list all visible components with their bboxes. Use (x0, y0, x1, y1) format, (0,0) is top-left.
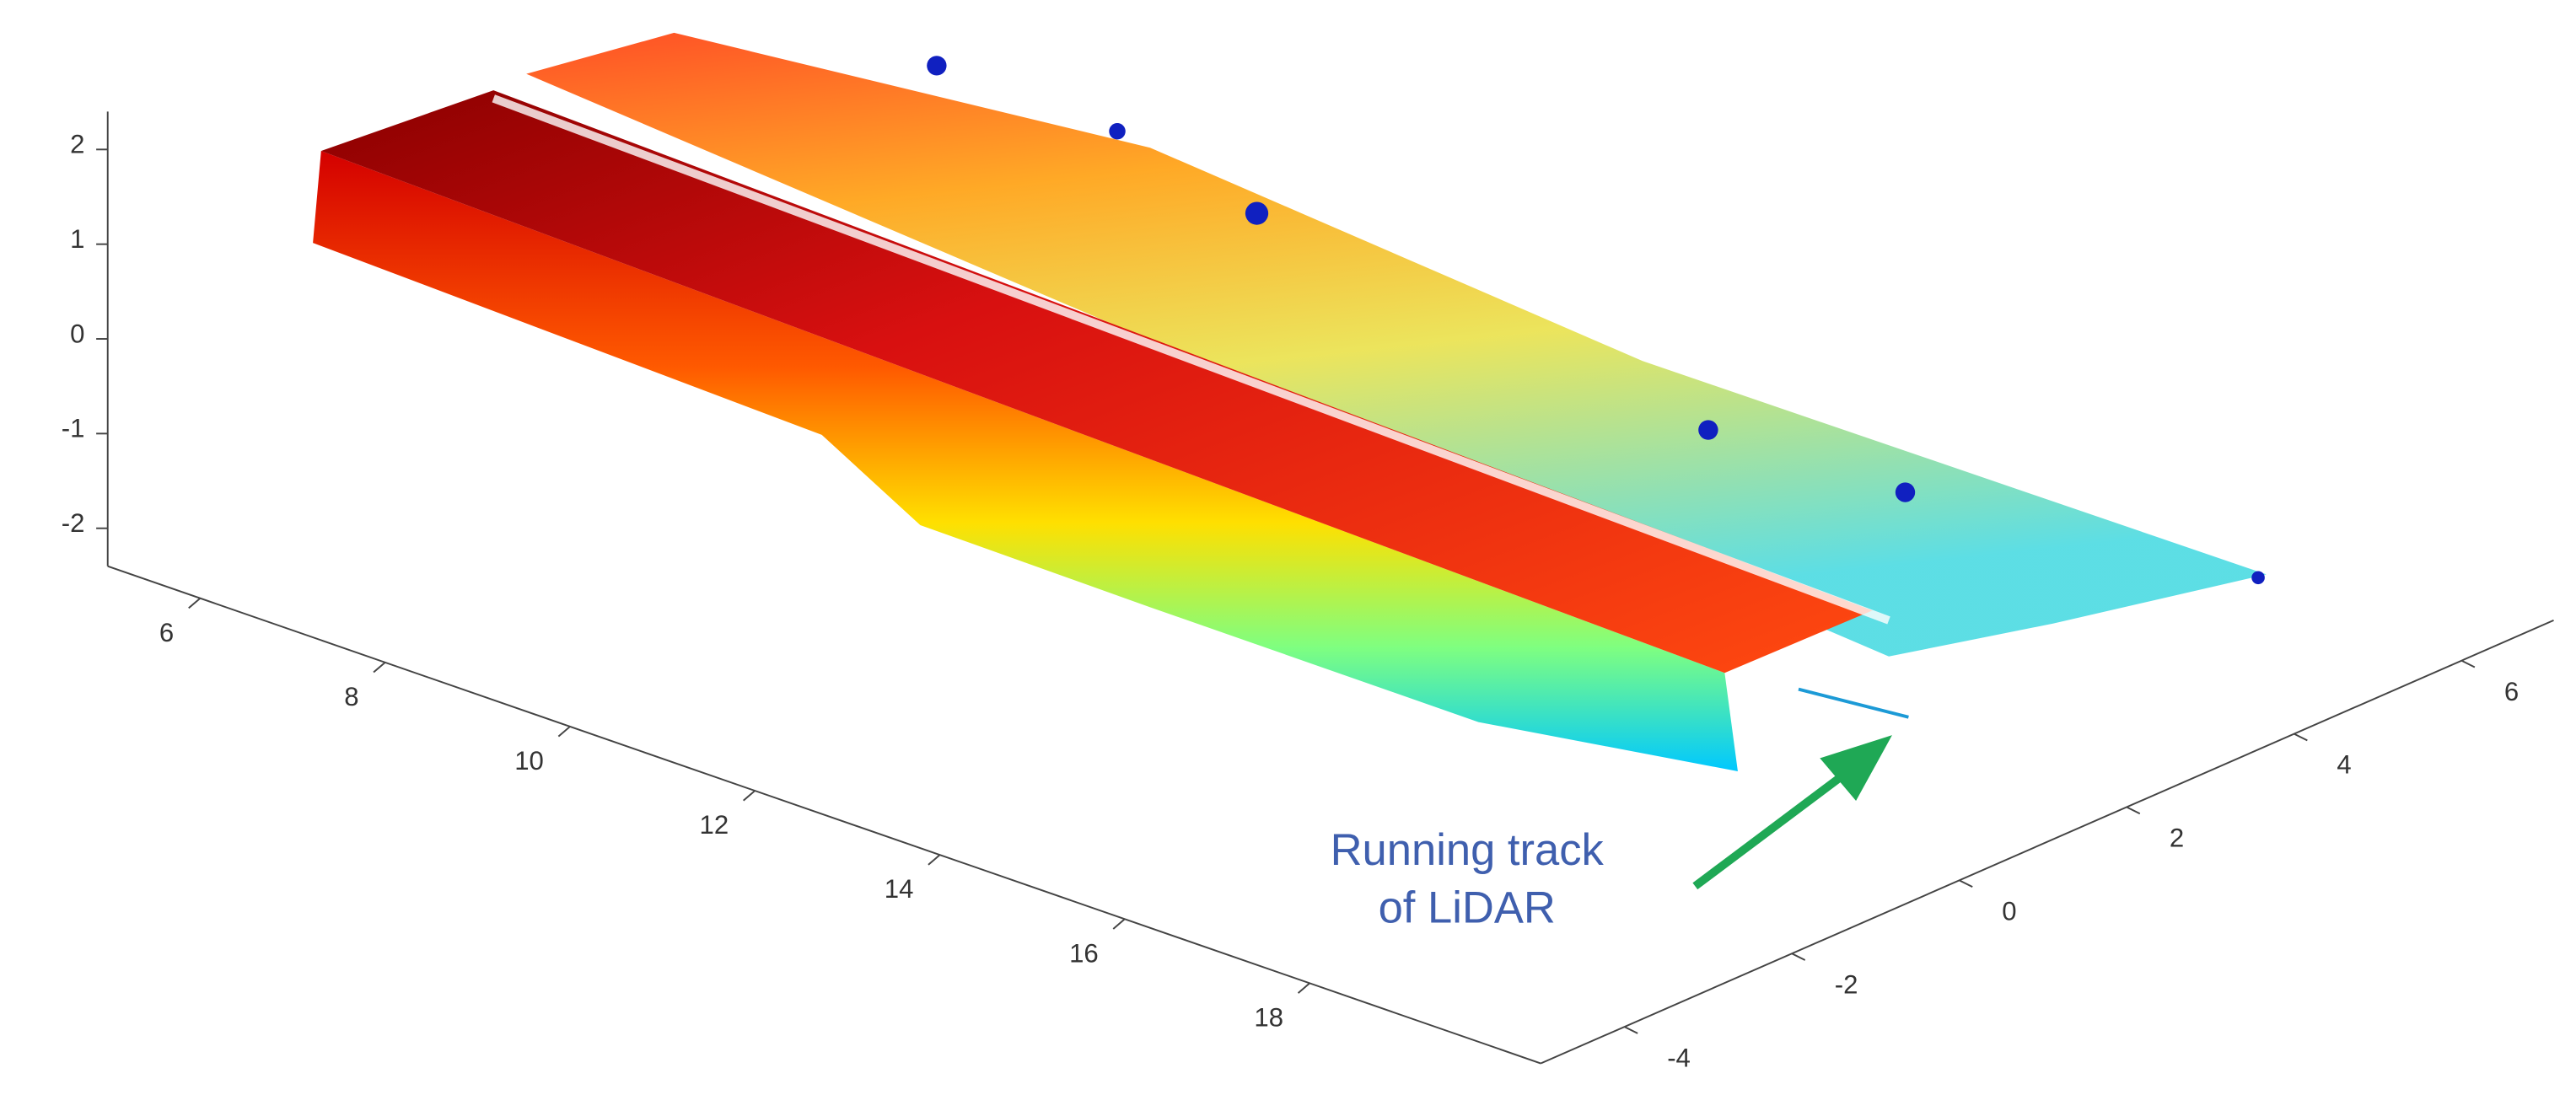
y-axis (1540, 620, 2554, 1065)
x-tick (557, 726, 571, 738)
x-tick (928, 854, 941, 866)
slab-top (320, 90, 1873, 674)
y-tick (2294, 733, 2308, 742)
y-tick-label: 0 (2002, 896, 2016, 926)
y-tick-label: 6 (2504, 677, 2519, 706)
y-tick-label: -2 (1835, 969, 1858, 999)
z-tick-label: 1 (70, 224, 84, 254)
y-tick (2460, 659, 2476, 668)
y-tick (2126, 806, 2141, 815)
annotation-text: of LiDAR (1379, 883, 1556, 932)
slab-gap (492, 94, 1890, 625)
x-tick-label: 18 (1254, 1002, 1283, 1032)
y-tick (1624, 1026, 1638, 1034)
y-tick-label: 4 (2337, 750, 2351, 780)
slab-front (313, 151, 1738, 772)
x-tick-label: 8 (344, 682, 358, 711)
x-tick (1112, 918, 1126, 930)
z-tick-label: -2 (62, 508, 85, 538)
arrow (1692, 765, 1856, 890)
arrow-head (1820, 735, 1892, 802)
blue-clusters (927, 56, 2265, 585)
x-tick-label: 10 (514, 746, 544, 776)
y-tick (1791, 953, 1806, 961)
x-tick-label: 16 (1069, 938, 1099, 968)
x-axis (107, 565, 1541, 1065)
x-tick-label: 12 (700, 810, 729, 840)
z-tick-label: 0 (70, 319, 84, 348)
y-tick-label: -4 (1667, 1043, 1691, 1072)
y-tick (1959, 879, 1973, 888)
x-tick-label: 14 (885, 874, 914, 904)
annotation: Running track of LiDAR (1331, 735, 1892, 932)
x-tick-label: 6 (159, 618, 174, 647)
lidar-track (1798, 687, 1909, 719)
annotation-text: Running track (1331, 825, 1605, 875)
point-cloud (313, 32, 2267, 772)
x-tick (188, 597, 202, 609)
x-tick (743, 790, 756, 802)
z-tick-label: -1 (62, 414, 85, 443)
x-tick (373, 662, 386, 674)
x-tick (1297, 982, 1310, 994)
z-tick-label: 2 (70, 130, 84, 159)
vegetation-strip (526, 32, 2267, 657)
y-tick-label: 2 (2170, 824, 2184, 853)
